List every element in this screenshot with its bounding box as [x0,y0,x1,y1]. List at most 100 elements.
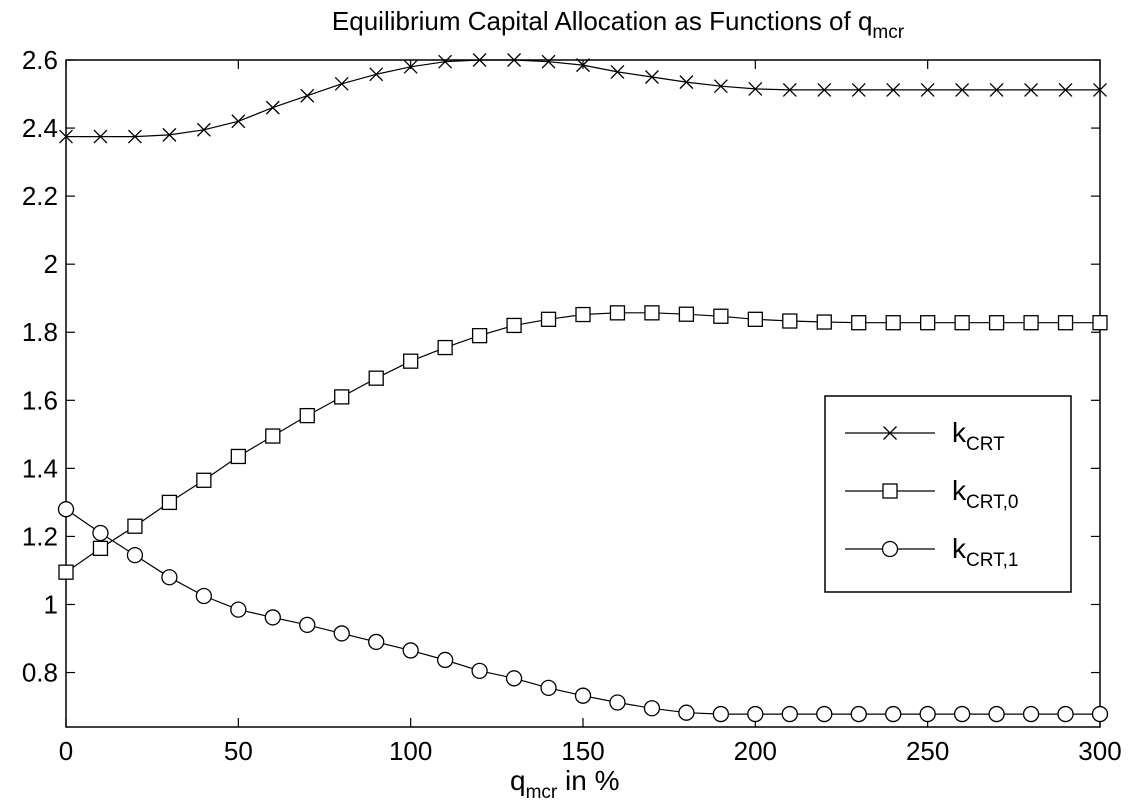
x-axis-label-subscript: mcr [526,782,558,803]
marker-stroke [1093,82,1107,97]
data-point-k-crt-0 [609,305,626,321]
data-point-k-crt-0 [265,428,281,444]
y-tick-label: 2 [44,249,58,279]
data-point-k-crt-1 [885,705,902,723]
axes: 0 50 100 150 200 250 300 0.8 1 1.2 1.4 1.6 1.8 2 2.2 2.… [22,45,1122,766]
marker-stroke [989,82,1004,97]
data-point-k-crt-1 [953,705,971,723]
marker-stroke [507,53,522,67]
data-point-k-crt [1058,82,1073,97]
data-point-k-crt-1 [1022,705,1040,723]
data-point-k-crt-1 [781,705,798,723]
chart-title-subscript: mcr [872,22,904,43]
legend-box [824,395,1072,593]
data-point-k-crt-0 [885,315,901,331]
data-point-k-crt [920,82,935,97]
legend-entry-k-crt: kCRT [845,417,1005,455]
data-point-k-crt [989,82,1004,97]
marker-stroke [748,81,763,96]
data-point-k-crt-1 [712,705,730,723]
data-point-k-crt [1093,82,1107,97]
y-tick-label: 2.6 [22,45,58,75]
data-point-k-crt-0 [368,370,384,386]
data-point-k-crt [886,82,901,97]
data-point-k-crt-0 [403,353,419,369]
axes-frame [65,59,1101,728]
data-point-k-crt [955,82,970,97]
data-point-k-crt-1 [609,694,626,711]
marker-stroke [713,79,728,94]
data-point-k-crt [713,79,728,94]
data-point-k-crt-1 [92,524,109,542]
y-tick-label: 1.8 [22,317,58,347]
data-point-k-crt-0 [334,389,350,405]
data-point-k-crt [231,114,246,129]
data-point-k-crt-1 [540,679,557,697]
data-point-k-crt-0 [954,315,970,331]
data-point-k-crt-0 [196,472,212,488]
marker-stroke [541,54,556,69]
data-point-k-crt [162,127,177,142]
data-point-k-crt-0 [851,315,867,331]
data-point-k-crt-0 [471,327,488,344]
data-point-k-crt-0 [747,311,763,327]
data-point-k-crt-1 [678,704,695,721]
data-point-k-crt-0 [782,313,798,329]
data-point-k-crt [93,129,108,144]
x-tick-label: 50 [224,736,253,766]
x-tick-label: 150 [561,736,604,766]
data-point-k-crt [196,122,211,137]
data-point-k-crt [576,58,590,73]
x-axis-label: qmcr in % [510,765,619,803]
x-tick-label: 250 [906,736,949,766]
data-point-k-crt [334,76,349,91]
data-point-k-crt-1 [988,705,1005,723]
x-tick-label: 200 [734,736,777,766]
marker-stroke [886,82,901,97]
data-point-k-crt-1 [195,587,213,605]
data-point-k-crt-0 [437,339,453,356]
data-point-k-crt-0 [161,494,178,511]
data-point-k-crt-1 [402,642,419,659]
x-tick-label: 100 [389,736,432,766]
marker-stroke [162,127,177,142]
data-point-k-crt-1 [850,705,867,723]
marker-stroke [610,64,625,79]
series-k-crt-0 [58,305,1108,580]
legend: kCRT kCRT,0 kCRT,1 [824,395,1072,593]
legend-marker-k-crt-0 [882,483,898,499]
data-point-k-crt-0 [1023,315,1039,331]
marker-stroke [59,129,73,144]
data-point-k-crt [851,82,866,97]
data-point-k-crt-1 [299,616,316,634]
legend-entry-k-crt-1: kCRT,1 [845,533,1018,571]
data-point-k-crt-0 [1092,315,1108,331]
data-point-k-crt-1 [505,670,523,687]
data-point-k-crt-1 [333,625,350,642]
data-point-k-crt-0 [58,564,74,580]
x-tick-label: 0 [59,736,73,766]
marker-stroke [851,82,866,97]
marker-stroke [679,75,694,90]
data-point-k-crt-1 [230,601,247,618]
data-point-k-crt-0 [506,317,522,334]
data-point-k-crt-1 [919,705,936,723]
data-point-k-crt [265,100,280,115]
data-point-k-crt [610,64,625,79]
marker-stroke [644,70,659,84]
data-point-k-crt [679,75,694,90]
legend-label-k-crt: kCRT [952,417,1005,455]
data-point-k-crt-1 [574,687,592,704]
marker-stroke [817,82,832,97]
data-point-k-crt-1 [264,609,281,626]
marker-stroke [334,76,349,91]
data-point-k-crt-0 [540,311,557,327]
marker-stroke [883,426,897,440]
marker-stroke [438,54,453,69]
marker-stroke [300,88,315,103]
data-point-k-crt-1 [471,662,488,679]
legend-marker-k-crt [883,426,897,440]
chart-title: Equilibrium Capital Allocation as Functi… [332,6,905,43]
legend-entry-k-crt-0: kCRT,0 [845,475,1018,513]
y-tick-label: 1.6 [22,385,58,415]
